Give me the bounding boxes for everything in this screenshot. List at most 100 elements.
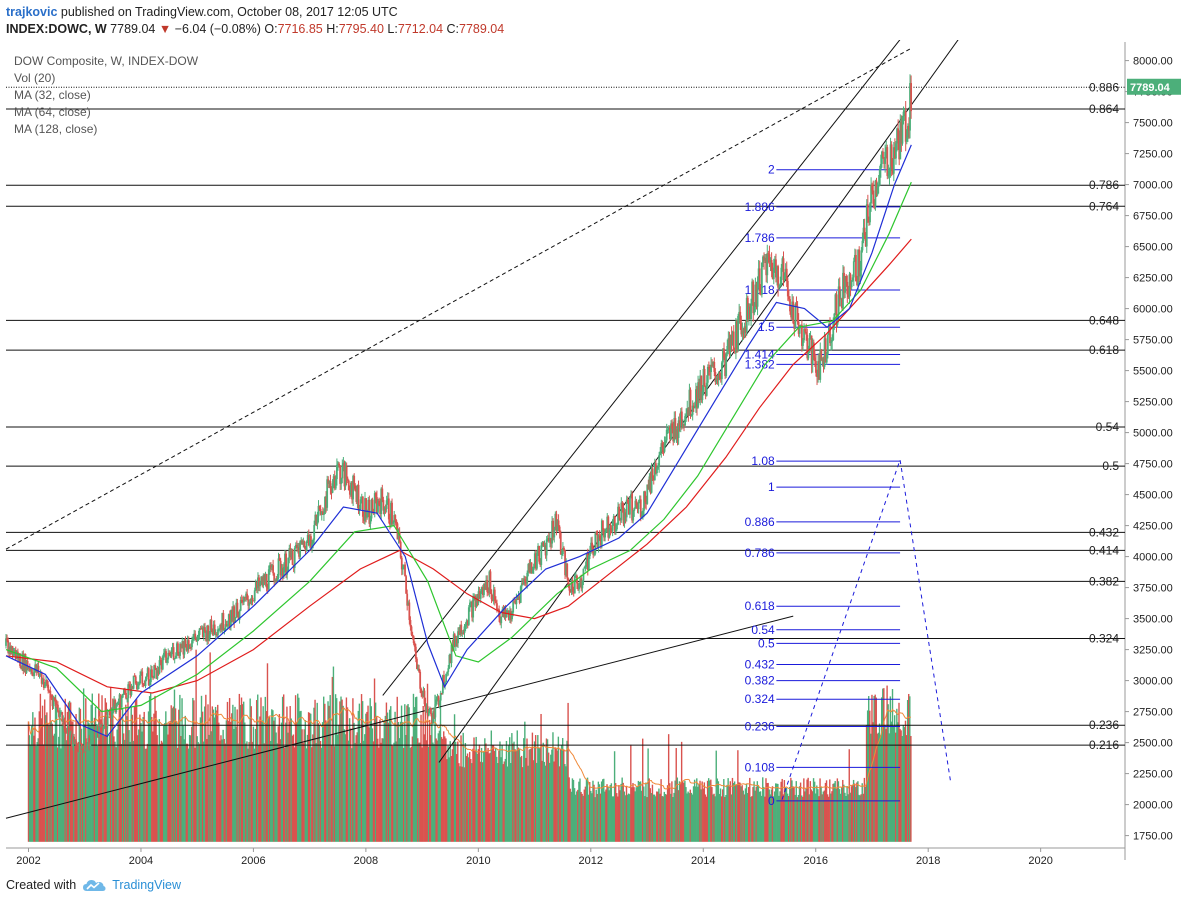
volume-bar — [897, 722, 899, 842]
volume-bar — [410, 746, 412, 842]
volume-bar — [765, 778, 767, 842]
volume-bar — [901, 736, 903, 842]
candle-body — [745, 297, 748, 333]
candle-body — [877, 185, 880, 187]
volume-bar — [822, 791, 824, 842]
volume-bar — [101, 695, 103, 842]
candle-body — [465, 620, 468, 626]
candle-body — [71, 733, 73, 747]
candle-body — [319, 509, 322, 515]
candle-body — [50, 695, 53, 698]
candle-body — [723, 348, 725, 358]
fib-projection-label: 0.786 — [745, 546, 775, 560]
candle-body — [391, 502, 393, 524]
author-link[interactable]: trajkovic — [6, 5, 58, 19]
candle-body — [251, 597, 254, 601]
volume-bar — [715, 750, 717, 842]
candle-body — [886, 147, 889, 176]
candle-body — [394, 515, 397, 521]
volume-bar — [270, 740, 272, 842]
volume-bar — [718, 793, 721, 842]
candle-body — [323, 514, 325, 516]
volume-bar — [118, 699, 121, 842]
volume-bar — [861, 783, 863, 842]
fib-projection-path — [781, 459, 952, 800]
candle-body — [652, 477, 655, 481]
candle-body — [390, 502, 392, 525]
candle-body — [197, 634, 200, 637]
candle-body — [643, 491, 645, 511]
fib-extension-label: 2 — [768, 163, 775, 177]
candle-body — [839, 298, 842, 300]
candle-body — [226, 625, 229, 627]
volume-bar — [826, 794, 829, 842]
candle-body — [556, 520, 559, 531]
volume-bar — [375, 715, 378, 842]
candle-body — [446, 671, 449, 674]
candle-body — [753, 306, 756, 314]
candle-body — [150, 669, 152, 683]
candle-body — [856, 281, 858, 286]
candle-body — [95, 726, 98, 731]
volume-bar — [441, 738, 444, 842]
tradingview-logo[interactable]: TradingView — [82, 878, 181, 892]
candle-body — [284, 553, 286, 568]
candle-body — [655, 463, 657, 474]
candle-body — [338, 463, 340, 466]
candle-body — [636, 504, 639, 510]
volume-bar — [275, 732, 277, 842]
candle-body — [718, 373, 721, 378]
candle-body — [662, 447, 665, 452]
volume-bar — [473, 737, 475, 842]
candle-body — [437, 696, 440, 705]
volume-bar — [812, 778, 815, 842]
candle-body — [882, 151, 884, 158]
volume-bar — [242, 701, 245, 842]
volume-bar — [182, 725, 184, 842]
fib-level-label: 0.414 — [1089, 543, 1119, 557]
volume-bar — [51, 723, 53, 842]
volume-bar — [511, 733, 513, 842]
volume-bar — [377, 738, 379, 842]
candle-body — [190, 646, 192, 648]
candle-body — [218, 629, 220, 631]
candle-body — [592, 547, 595, 555]
candle-body — [151, 669, 153, 678]
volume-bar — [585, 778, 588, 842]
volume-bar — [347, 740, 350, 842]
candle-body — [177, 643, 179, 653]
volume-bar — [35, 746, 37, 842]
candle-body — [570, 580, 573, 593]
volume-bar — [637, 780, 640, 842]
volume-bar — [565, 766, 567, 842]
volume-bar — [528, 749, 530, 842]
fib-projection-label: 1.08 — [751, 454, 775, 468]
candle-body — [77, 744, 80, 752]
volume-bar — [611, 796, 614, 842]
volume-bar — [752, 787, 754, 842]
volume-bar — [177, 747, 179, 842]
price-chart[interactable]: 1750.002000.002250.002500.002750.003000.… — [0, 40, 1184, 875]
volume-bar — [106, 725, 109, 842]
volume-bar — [497, 763, 499, 842]
volume-bar — [711, 787, 713, 842]
candle-body — [816, 372, 818, 377]
candle-body — [33, 669, 36, 677]
candle-body — [341, 465, 344, 479]
candle-body — [763, 256, 765, 261]
x-tick-label: 2006 — [241, 855, 265, 867]
volume-bar — [63, 722, 65, 842]
volume-bar — [111, 707, 113, 842]
candle-body — [165, 651, 167, 663]
volume-bar — [78, 707, 81, 842]
candle-body — [268, 565, 271, 570]
candle-body — [382, 499, 385, 511]
candle-body — [24, 653, 27, 673]
candle-body — [172, 647, 175, 660]
volume-bar — [112, 698, 114, 842]
volume-bar — [406, 705, 408, 842]
candle-body — [760, 262, 763, 295]
candle-body — [25, 660, 28, 673]
volume-bar — [427, 746, 430, 842]
volume-bar — [221, 739, 223, 842]
